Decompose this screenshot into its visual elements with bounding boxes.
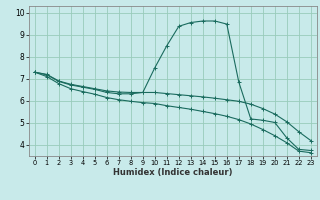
X-axis label: Humidex (Indice chaleur): Humidex (Indice chaleur) (113, 168, 233, 177)
